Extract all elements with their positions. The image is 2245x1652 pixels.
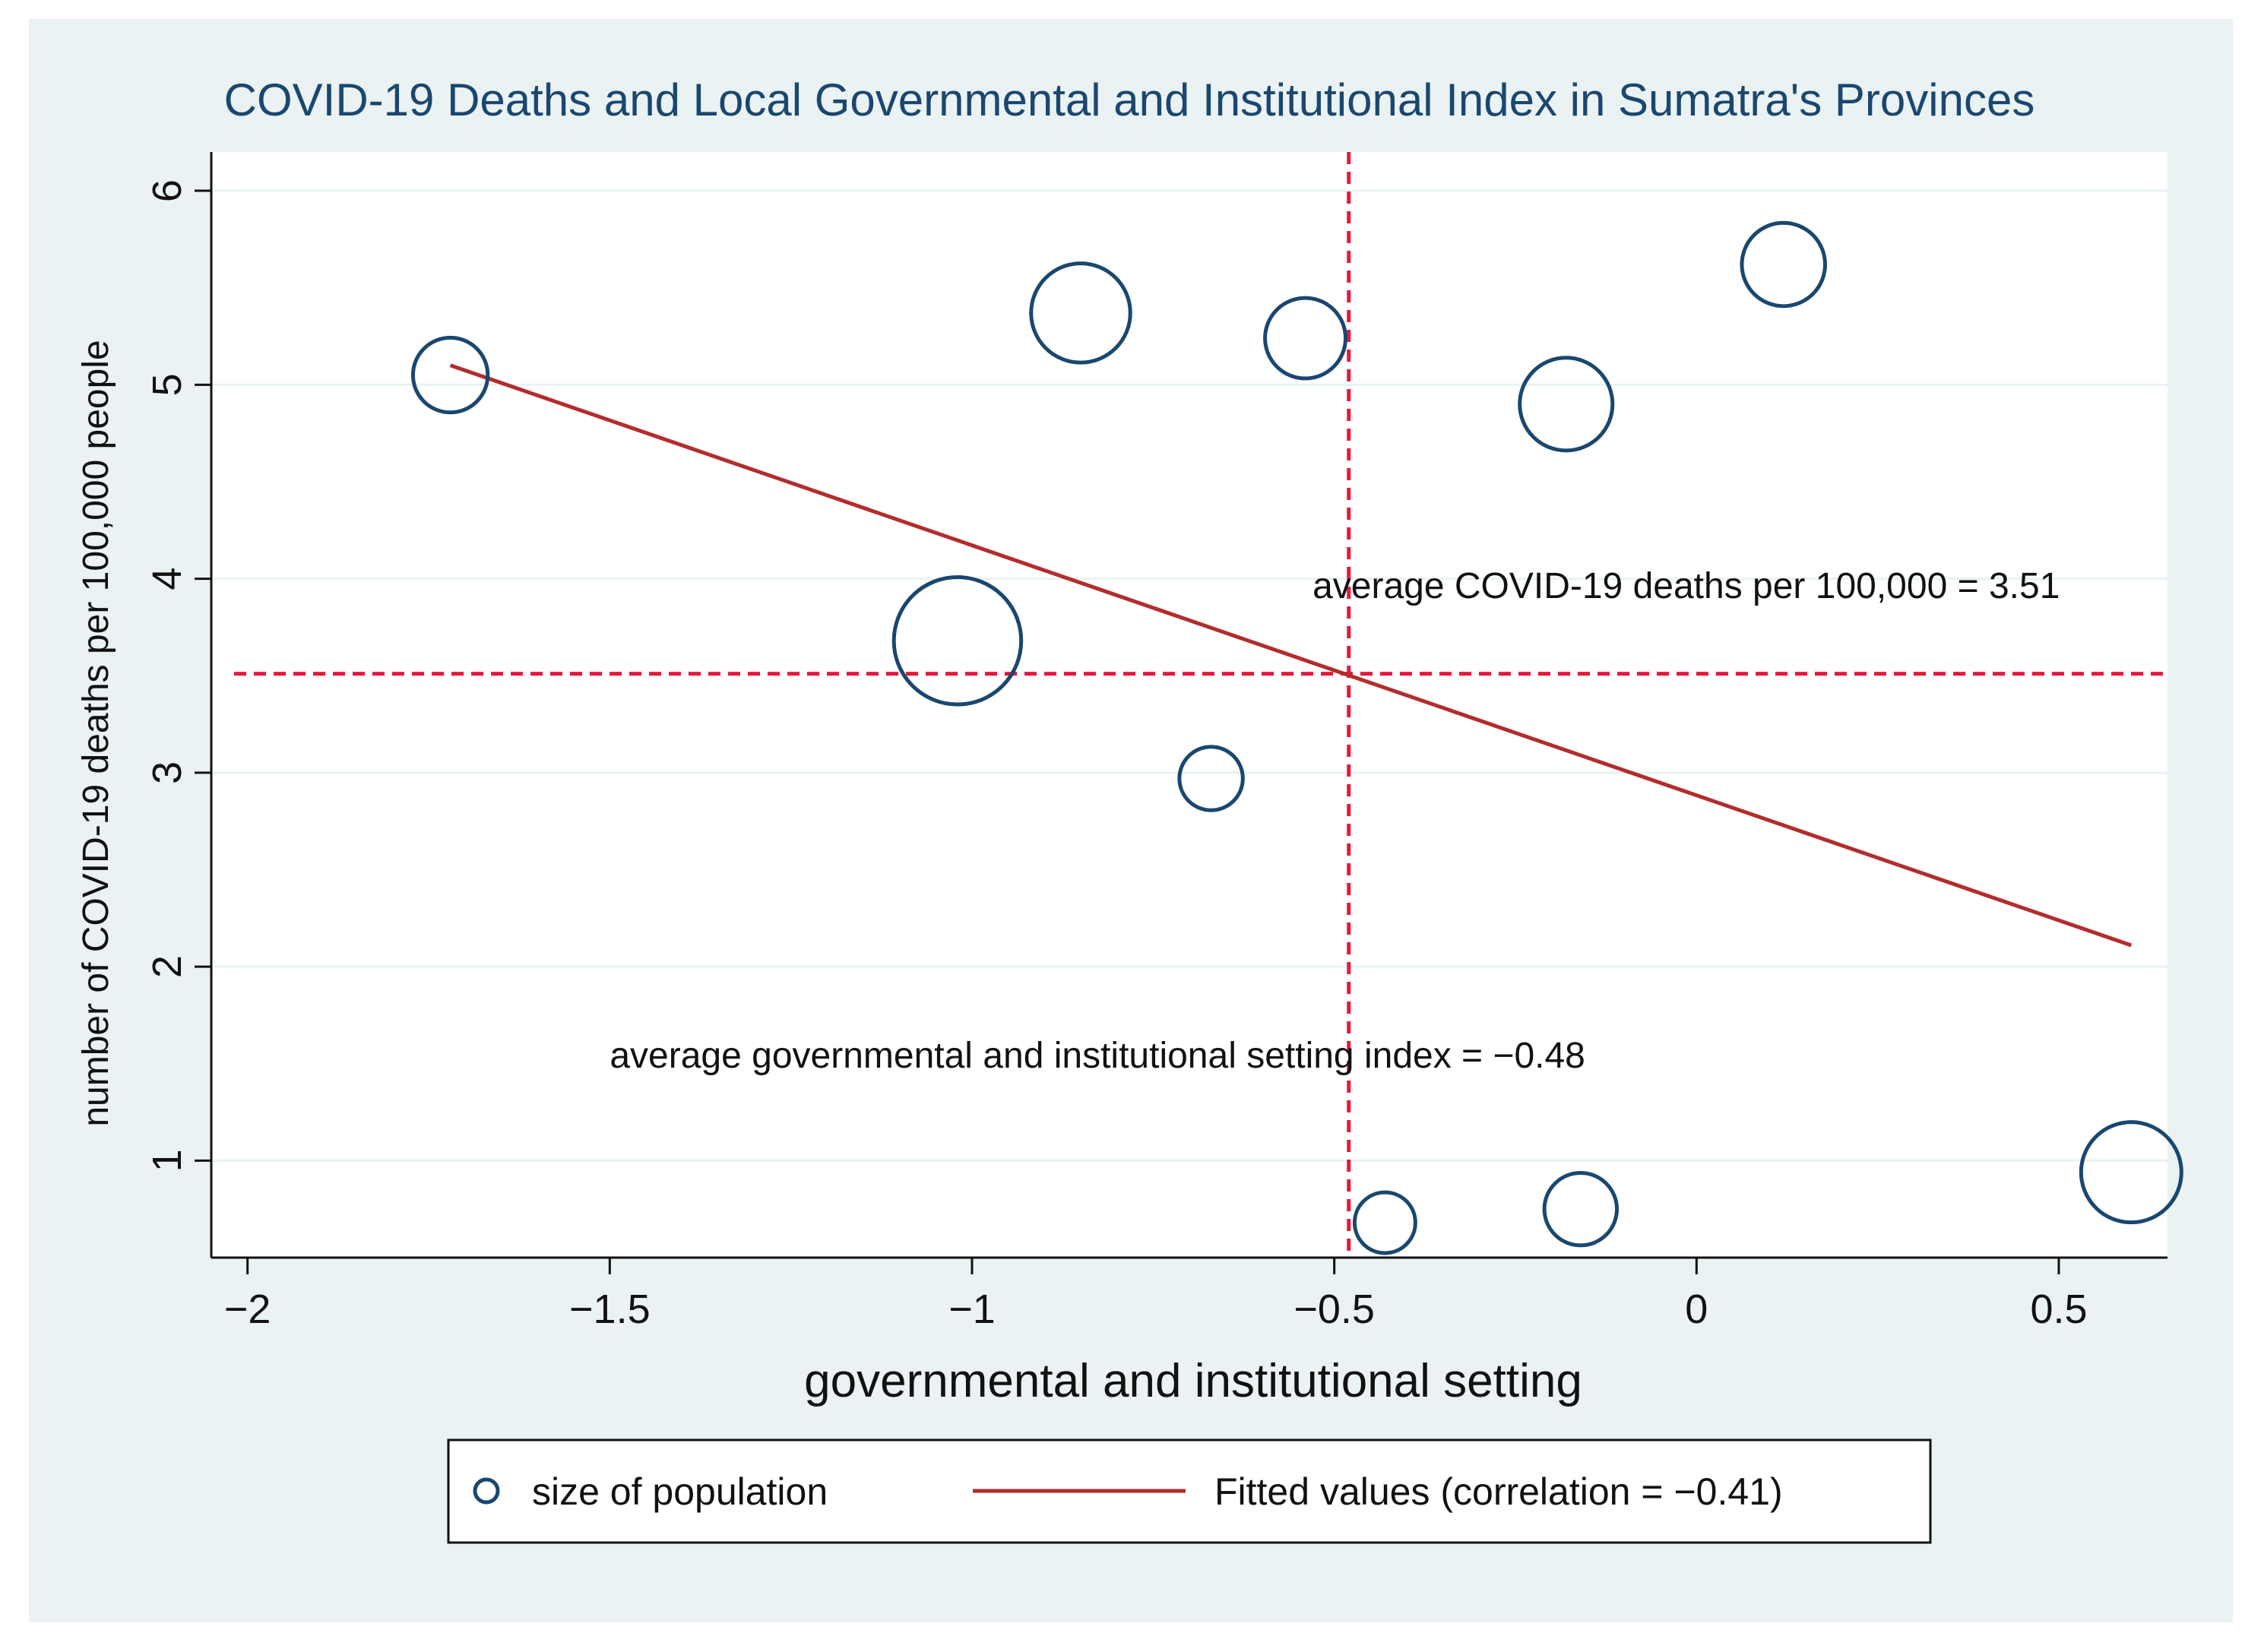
scatter-point — [1740, 220, 1828, 309]
fitted-line-layer — [449, 363, 2133, 948]
legend-box — [447, 1438, 1932, 1544]
legend-label-population: size of population — [532, 1470, 828, 1513]
y-tick-label: 6 — [144, 179, 190, 202]
axes — [195, 152, 2167, 1274]
x-tick-label: 0 — [1685, 1286, 1708, 1332]
y-tick-label: 1 — [144, 1149, 190, 1172]
y-tick-label: 2 — [144, 955, 190, 978]
scatter-points — [410, 220, 2183, 1255]
legend-label-fitted: Fitted values (correlation = −0.41) — [1214, 1470, 1783, 1513]
x-tick-label: −1 — [948, 1286, 996, 1332]
grid-lines — [211, 189, 2167, 1162]
x-tick-label: −0.5 — [1293, 1286, 1375, 1332]
y-tick-label: 5 — [144, 373, 190, 396]
annotation-average-index: average governmental and institutional s… — [610, 1036, 1585, 1076]
scatter-point — [1352, 1190, 1417, 1255]
scatter-point — [1177, 745, 1245, 812]
y-axis-label: number of COVID-19 deaths per 100,000 pe… — [76, 340, 116, 1126]
x-tick-label: −2 — [224, 1286, 271, 1332]
x-tick-label: 0.5 — [2030, 1286, 2087, 1332]
annotation-average-deaths: average COVID-19 deaths per 100,000 = 3.… — [1312, 566, 2060, 606]
y-tick-label: 4 — [144, 568, 190, 590]
scatter-point — [410, 335, 490, 415]
y-tick-label: 3 — [144, 761, 190, 784]
scatter-point — [2079, 1120, 2183, 1225]
chart-title: COVID-19 Deaths and Local Governmental a… — [224, 74, 2035, 125]
scatter-point — [891, 574, 1024, 707]
x-tick-label: −1.5 — [569, 1286, 651, 1332]
x-axis-label: governmental and institutional setting — [804, 1355, 1582, 1407]
plot-area — [211, 152, 2167, 1258]
legend-marker-circle — [473, 1477, 500, 1505]
scatter-point — [1263, 296, 1348, 381]
fitted-line — [449, 363, 2133, 948]
legend: size of population Fitted values (correl… — [447, 1438, 1932, 1544]
scatter-point — [1029, 261, 1132, 365]
reference-lines — [234, 152, 2167, 1258]
scatter-point — [1518, 356, 1615, 453]
x-tick-labels: −2 −1.5 −1 −0.5 0 0.5 — [224, 1286, 2088, 1332]
scatter-point — [1542, 1170, 1619, 1248]
y-tick-labels: 1 2 3 4 5 6 — [144, 179, 190, 1172]
